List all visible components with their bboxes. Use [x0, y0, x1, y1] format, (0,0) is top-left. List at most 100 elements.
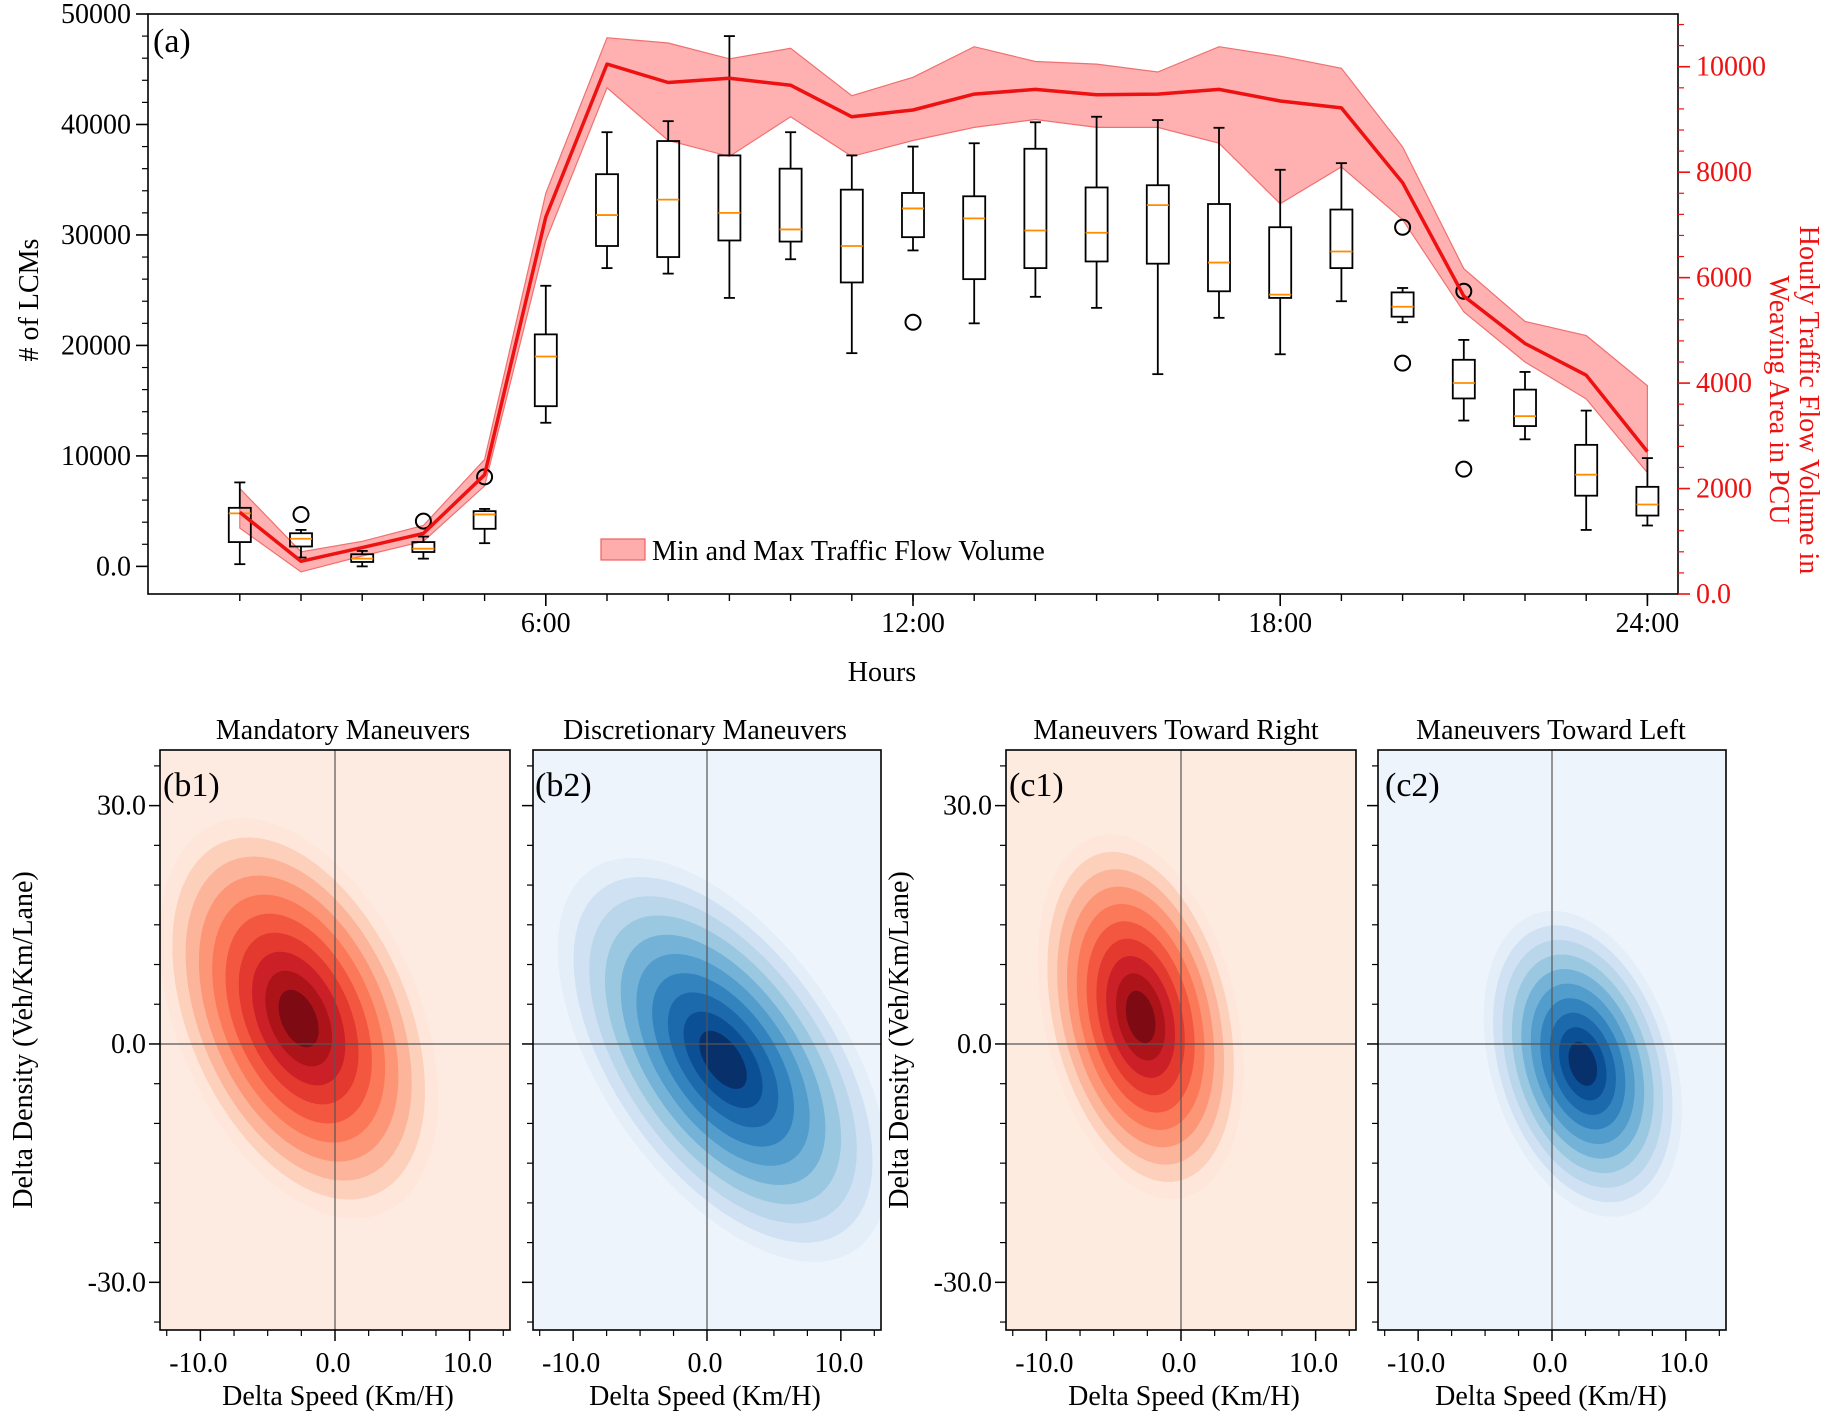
kde-contours — [1378, 750, 1726, 1330]
x-tick-label: 10.0 — [1659, 1348, 1708, 1379]
box-iqr — [289, 532, 313, 548]
y-tick-label: 40000 — [61, 109, 131, 140]
x-tick-label: 0.0 — [316, 1348, 351, 1379]
x-tick-label: 6:00 — [521, 608, 571, 639]
kde-plot-c2: -10.0 0.0 10.0 — [1367, 749, 1727, 1379]
box-iqr — [1513, 388, 1537, 427]
x-tick-label: -10.0 — [1015, 1348, 1073, 1379]
y-axis-label-c1: Delta Density (Veh/Km/Lane) — [884, 871, 915, 1208]
kde-plot-b1: -10.0 0.0 10.0 30.0 0.0 -30.0 — [88, 749, 511, 1379]
panel-b2: Discretionary Maneuvers -10.0 0.0 10.0 (b2… — [522, 715, 882, 1412]
box-iqr — [962, 195, 987, 281]
box-iqr — [1329, 208, 1354, 269]
x-axis-label-b2: Delta Speed (Km/H) — [589, 1381, 821, 1412]
y2-axis-label-line2: Weaving Area in PCU — [1763, 276, 1794, 525]
outlier-point — [1455, 460, 1473, 478]
x-tick-label: 0.0 — [1533, 1348, 1568, 1379]
box-iqr — [1084, 186, 1109, 263]
y-tick-label: 0.0 — [96, 551, 131, 582]
flow-min-max-band — [239, 37, 1648, 573]
y-tick-label: 0.0 — [111, 1029, 146, 1060]
box-iqr — [901, 192, 925, 239]
y-tick-label: 30.0 — [97, 791, 146, 822]
box-iqr — [1390, 291, 1415, 318]
box-iqr — [1635, 485, 1660, 517]
y-tick-label: -30.0 — [934, 1267, 992, 1298]
box-iqr — [1023, 147, 1048, 269]
box-iqr — [1268, 226, 1293, 299]
box-iqr — [1207, 203, 1231, 293]
panel-b1: Mandatory Maneuvers -10.0 0.0 10.030.00.0-… — [8, 715, 511, 1412]
outlier-point — [1394, 218, 1412, 236]
panel-label-c1: (c1) — [1009, 767, 1064, 804]
box-12 — [901, 145, 925, 331]
x-tick-label: 24:00 — [1616, 608, 1680, 639]
box-19 — [1329, 162, 1354, 303]
panel-c1: Maneuvers Toward Right -10.0 0.0 10.0 30.0 0… — [884, 715, 1357, 1412]
box-8 — [656, 120, 681, 275]
box-5 — [472, 468, 497, 545]
box-1 — [227, 481, 252, 566]
flow-band-layer — [239, 37, 1648, 573]
panel-a: 6:00 12:00 18:00 24:00 0.0 10000 20000 30000 40… — [14, 0, 1824, 688]
panel-label-c2: (c2) — [1385, 767, 1440, 804]
kde-contours — [533, 750, 881, 1330]
y-tick-label: 10000 — [61, 441, 131, 472]
panel-label-b1: (b1) — [163, 767, 220, 804]
box-iqr — [472, 510, 497, 530]
box-iqr — [1145, 184, 1170, 265]
x-axis-ticks: 6:00 12:00 18:00 24:00 — [239, 594, 1680, 639]
x-tick-label: 10.0 — [1289, 1348, 1338, 1379]
x-axis-label-b1: Delta Speed (Km/H) — [222, 1381, 454, 1412]
y-tick-label: 20000 — [61, 330, 131, 361]
y2-tick-label: 0.0 — [1696, 579, 1731, 610]
y-axis-label-a: # of LCMs — [14, 239, 45, 362]
box-9 — [717, 35, 742, 299]
box-4 — [411, 512, 436, 560]
box-10 — [778, 131, 803, 261]
box-16 — [1145, 119, 1170, 376]
box-iqr — [717, 154, 742, 242]
contour-level-10 — [278, 989, 319, 1048]
box-22 — [1513, 371, 1537, 441]
y-tick-label: 50000 — [61, 0, 131, 30]
box-23 — [1574, 409, 1599, 531]
box-iqr — [778, 167, 803, 243]
outlier-point — [904, 313, 922, 331]
box-20 — [1390, 218, 1415, 372]
outlier-point — [1455, 282, 1473, 300]
legend: Min and Max Traffic Flow Volume — [600, 536, 1045, 567]
y2-tick-label: 6000 — [1696, 263, 1752, 294]
box-iqr — [227, 506, 252, 543]
outlier-point — [1394, 354, 1412, 372]
panel-title-c2: Maneuvers Toward Left — [1416, 715, 1686, 746]
y-tick-label: 30000 — [61, 220, 131, 251]
y2-tick-label: 10000 — [1696, 52, 1766, 83]
box-21 — [1451, 282, 1476, 478]
box-iqr — [1451, 358, 1476, 400]
box-13 — [962, 142, 987, 325]
contour-level-10 — [1125, 990, 1156, 1044]
outlier-point — [292, 505, 310, 523]
x-tick-label: 0.0 — [1162, 1348, 1197, 1379]
box-iqr — [839, 188, 864, 284]
box-17 — [1207, 126, 1231, 319]
x-tick-label: 18:00 — [1248, 608, 1312, 639]
legend-label: Min and Max Traffic Flow Volume — [652, 536, 1045, 567]
y-tick-label: 30.0 — [943, 791, 992, 822]
box-11 — [839, 154, 864, 355]
contour-level-10 — [699, 1030, 747, 1089]
y-axis-ticks: 0.0 10000 20000 30000 40000 50000 — [61, 0, 148, 582]
kde-plot-c1: -10.0 0.0 10.0 30.0 0.0 -30.0 — [934, 749, 1357, 1379]
y2-axis-label-line1: Hourly Traffic Flow Volume in — [1793, 226, 1824, 574]
flow-line-layer — [238, 62, 1649, 564]
y2-axis-ticks: 0.0 2000 4000 6000 8000 10000 — [1678, 23, 1766, 610]
panel-title-c1: Maneuvers Toward Right — [1033, 715, 1318, 746]
box-14 — [1023, 121, 1048, 298]
outlier-point — [414, 512, 432, 530]
flow-volume-line — [238, 62, 1649, 564]
box-3 — [350, 550, 375, 568]
box-iqr — [533, 333, 558, 408]
x-tick-label: -10.0 — [1387, 1348, 1445, 1379]
